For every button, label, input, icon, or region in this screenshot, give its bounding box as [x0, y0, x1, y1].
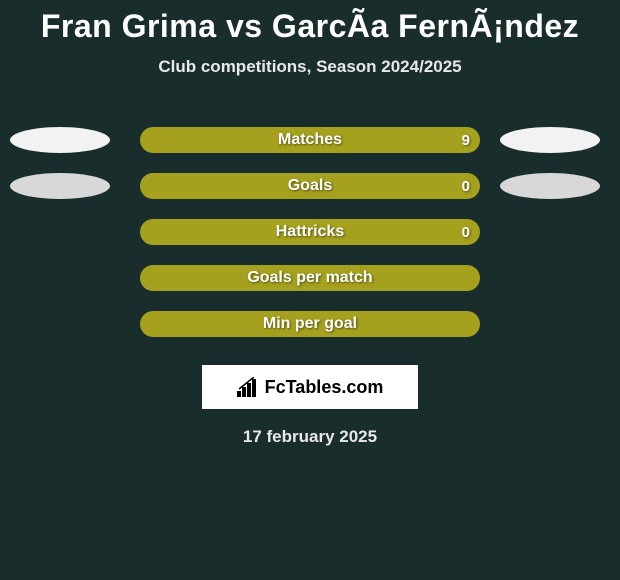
stat-label: Min per goal [263, 315, 357, 333]
stat-value: 0 [462, 178, 470, 195]
right-ellipse [500, 173, 600, 199]
stat-label: Hattricks [276, 223, 344, 241]
stat-value: 0 [462, 224, 470, 241]
comparison-title: Fran Grima vs GarcÃ­a FernÃ¡ndez [0, 0, 620, 45]
stats-container: Matches 9 Goals 0 Hattricks 0 Goals per match M… [0, 117, 620, 347]
date-text: 17 february 2025 [0, 427, 620, 447]
left-ellipse [10, 173, 110, 199]
stat-bar: Goals 0 [140, 173, 480, 199]
right-ellipse [500, 127, 600, 153]
stat-bar: Hattricks 0 [140, 219, 480, 245]
stat-bar: Goals per match [140, 265, 480, 291]
stat-row: Goals per match [0, 255, 620, 301]
stat-label: Matches [278, 131, 342, 149]
stat-label: Goals per match [247, 269, 372, 287]
left-ellipse [10, 127, 110, 153]
stat-row: Matches 9 [0, 117, 620, 163]
stat-value: 9 [462, 132, 470, 149]
chart-icon [237, 377, 261, 397]
season-subtitle: Club competitions, Season 2024/2025 [0, 57, 620, 77]
stat-row: Min per goal [0, 301, 620, 347]
stat-bar: Min per goal [140, 311, 480, 337]
stat-label: Goals [288, 177, 332, 195]
logo-text: FcTables.com [265, 377, 384, 398]
stat-row: Hattricks 0 [0, 209, 620, 255]
stat-row: Goals 0 [0, 163, 620, 209]
fctables-logo: FcTables.com [202, 365, 418, 409]
stat-bar: Matches 9 [140, 127, 480, 153]
